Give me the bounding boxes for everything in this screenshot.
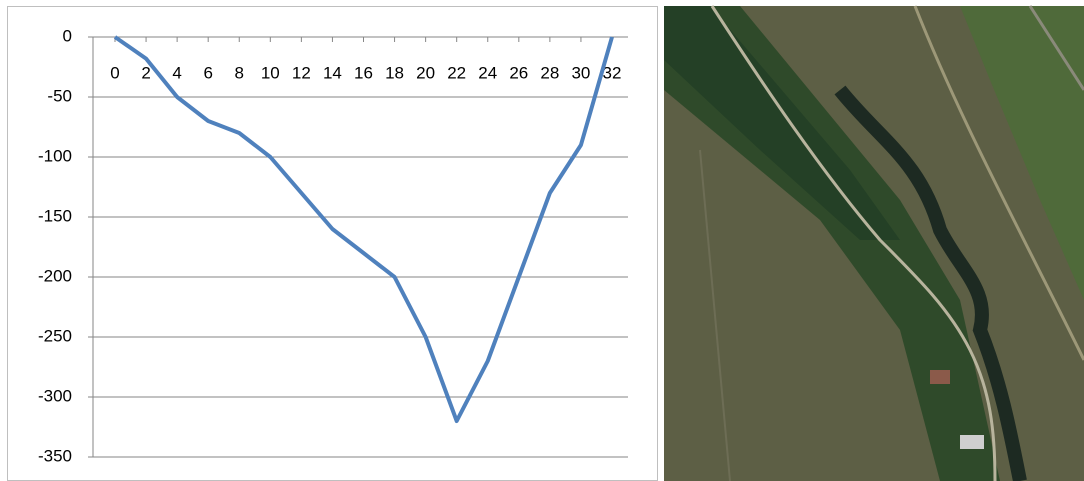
x-tick-label: 2 — [141, 63, 150, 82]
y-tick-label: -200 — [38, 266, 72, 285]
satellite-image — [664, 6, 1084, 481]
x-tick-label: 20 — [416, 63, 435, 82]
x-tick-label: 18 — [385, 63, 404, 82]
y-tick-label: 0 — [63, 26, 72, 45]
x-tick-label: 28 — [540, 63, 559, 82]
building — [960, 435, 984, 449]
x-tick-label: 12 — [292, 63, 311, 82]
x-tick-label: 16 — [354, 63, 373, 82]
x-tick-label: 0 — [110, 63, 119, 82]
x-tick-label: 6 — [203, 63, 212, 82]
x-tick-label: 4 — [172, 63, 181, 82]
y-tick-label: -350 — [38, 446, 72, 465]
y-tick-label: -300 — [38, 386, 72, 405]
x-tick-label: 14 — [323, 63, 342, 82]
y-tick-label: -250 — [38, 326, 72, 345]
x-tick-label: 8 — [235, 63, 244, 82]
x-tick-label: 24 — [478, 63, 497, 82]
building — [930, 370, 950, 384]
x-tick-label: 26 — [509, 63, 528, 82]
x-tick-label: 22 — [447, 63, 466, 82]
x-tick-label: 30 — [571, 63, 590, 82]
x-tick-label: 10 — [261, 63, 280, 82]
y-tick-label: -150 — [38, 206, 72, 225]
y-tick-label: -100 — [38, 146, 72, 165]
y-tick-label: -50 — [47, 86, 72, 105]
screenshot: 0-50-100-150-200-250-300-350024681012141… — [0, 0, 1084, 481]
